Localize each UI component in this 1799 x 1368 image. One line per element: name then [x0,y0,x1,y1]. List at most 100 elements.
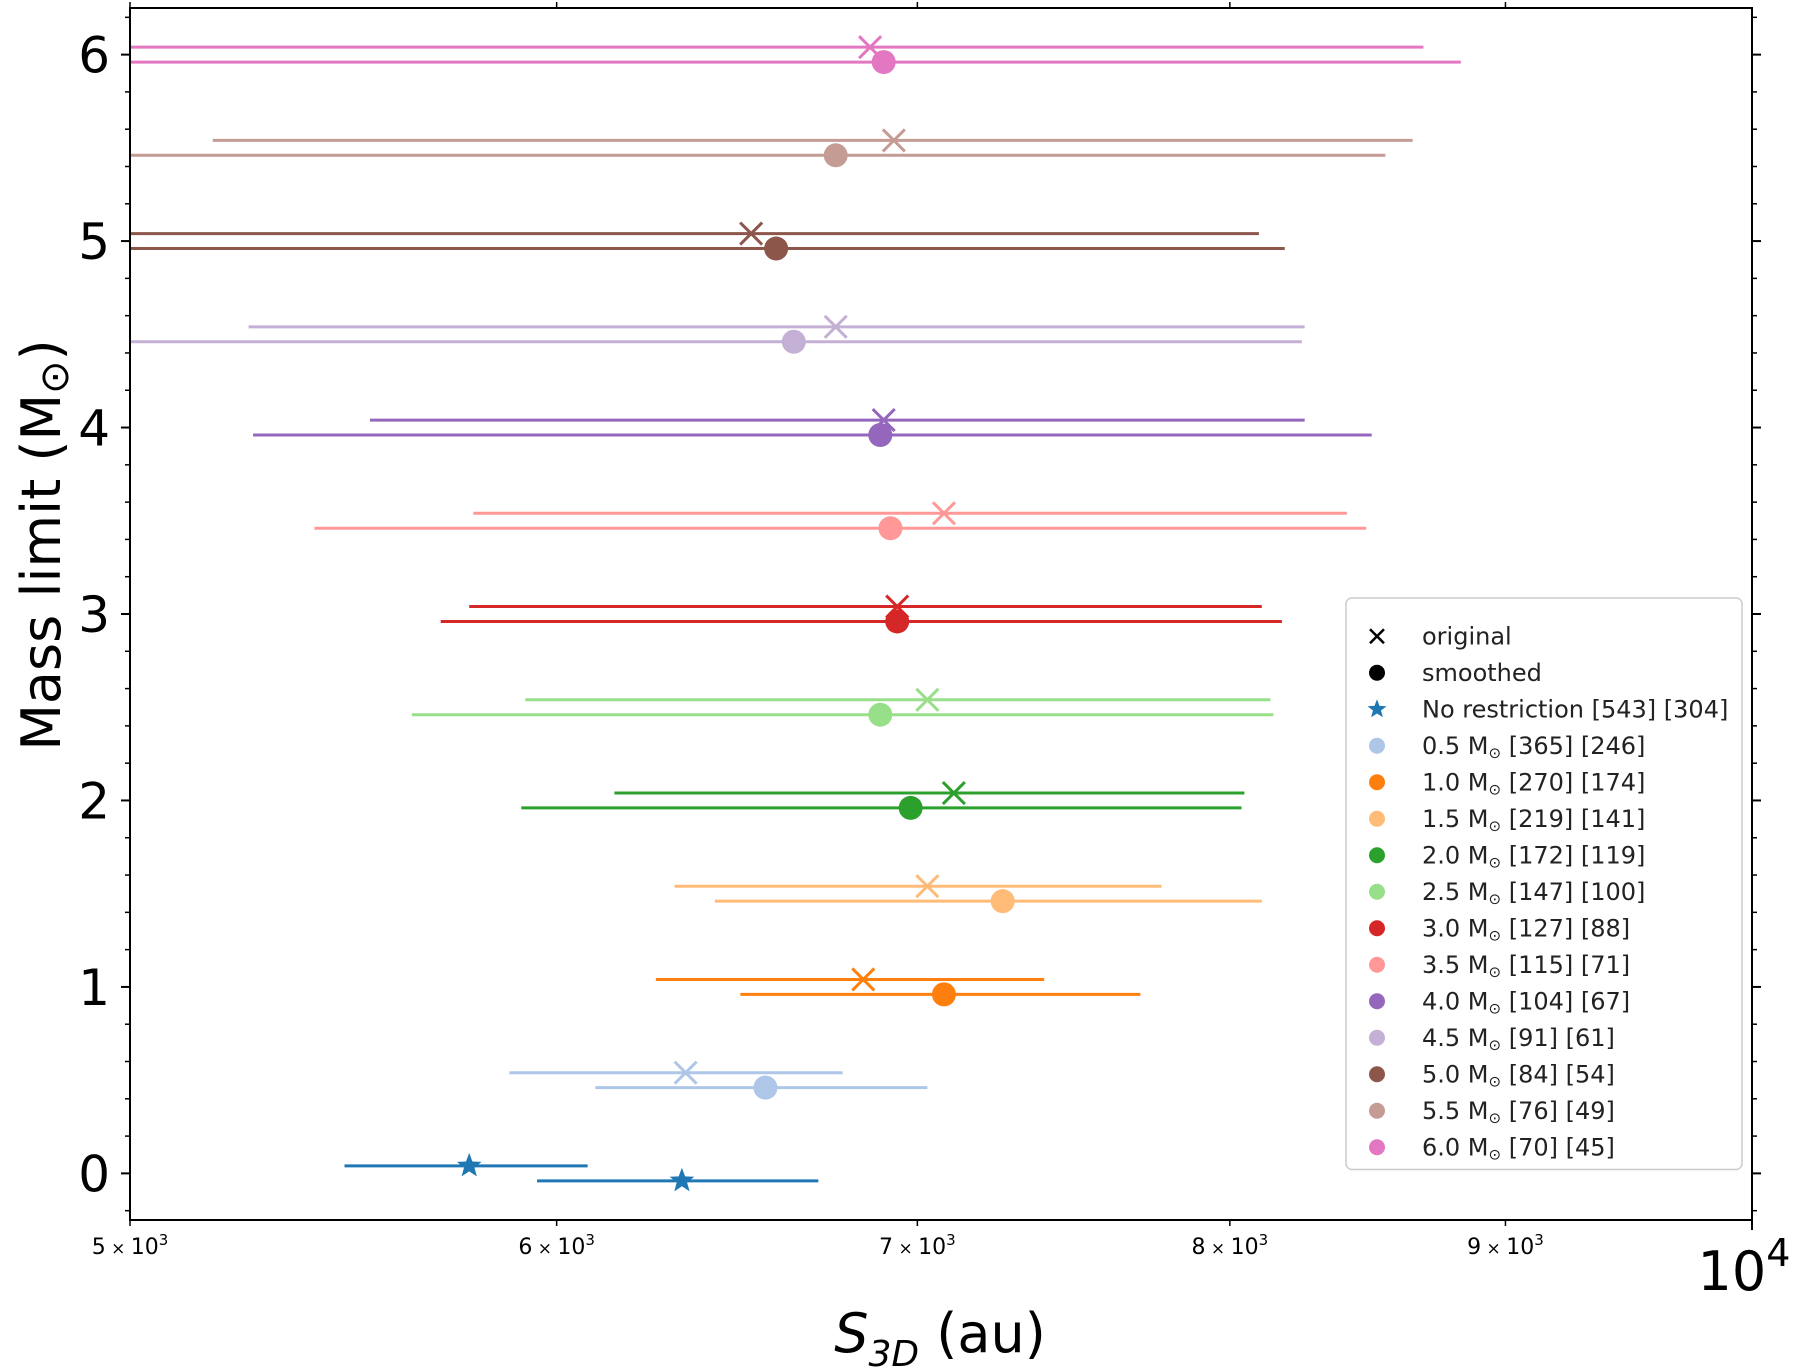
dot-marker-smoothed [868,422,893,447]
series-1 [509,1060,928,1100]
legend-label: 4.5 M⊙ [91] [61] [1422,1024,1615,1054]
y-axis-label: Mass limit (M⊙) [10,339,78,750]
legend-label: 4.0 M⊙ [104] [67] [1422,987,1630,1017]
series-4 [521,780,1245,820]
dot-marker-smoothed [871,50,896,75]
legend-dot-marker [1369,737,1385,754]
y-tick-label: 5 [78,213,110,271]
series-10 [130,221,1285,261]
y-tick-label: 1 [78,959,110,1017]
legend-dot-marker [1369,956,1385,973]
legend-entry-2.0: 2.0 M⊙ [172] [119] [1369,841,1645,871]
series-6 [440,594,1282,634]
x-major-tick-label: 104 [1698,1231,1791,1303]
legend-label: smoothed [1422,659,1542,687]
legend-label: 5.0 M⊙ [84] [54] [1422,1060,1615,1090]
x-marker-original [851,967,876,992]
y-tick-label: 4 [78,400,110,458]
x-tick-label: 8 × 103 [1192,1231,1269,1260]
legend-entry-1.5: 1.5 M⊙ [219] [141] [1369,805,1645,835]
legend-label: 1.5 M⊙ [219] [141] [1422,805,1645,835]
dot-marker-smoothed [990,889,1015,914]
y-tick-label: 0 [78,1145,110,1203]
x-marker-original [739,221,764,246]
legend-label: 3.5 M⊙ [115] [71] [1422,951,1630,981]
legend-entry-4.0: 4.0 M⊙ [104] [67] [1369,987,1630,1017]
legend-entry-2.5: 2.5 M⊙ [147] [100] [1369,878,1645,908]
series-7 [314,501,1367,541]
legend-dot-marker [1369,920,1385,937]
dot-marker-smoothed [898,795,923,820]
x-marker-original [915,874,940,899]
legend-dot-marker [1369,883,1385,900]
legend-dot-marker [1369,1139,1385,1156]
legend-dot-marker [1369,847,1385,864]
dot-marker-smoothed [931,982,956,1007]
series-11 [130,128,1413,168]
x-tick-label: 9 × 103 [1467,1231,1544,1260]
x-marker-original [941,780,966,806]
legend-label: 5.5 M⊙ [76] [49] [1422,1097,1615,1127]
series-8 [253,408,1372,447]
series-12 [130,35,1461,75]
x-marker-original [673,1060,698,1085]
legend-entry-4.5: 4.5 M⊙ [91] [61] [1369,1024,1615,1054]
legend-entry-1.0: 1.0 M⊙ [270] [174] [1369,768,1645,798]
series-layer [130,35,1461,1192]
legend-dot-marker [1369,664,1385,681]
legend-entry-0.5: 0.5 M⊙ [365] [246] [1369,732,1645,762]
series-2 [655,967,1141,1007]
x-tick-label: 7 × 103 [879,1231,956,1260]
x-marker-original [823,314,848,339]
dot-marker-smoothed [868,702,893,727]
legend-dot-marker [1369,1029,1385,1046]
dot-marker-smoothed [764,236,789,261]
legend-label: 0.5 M⊙ [365] [246] [1422,732,1645,762]
x-marker-original [881,128,906,153]
legend-dot-marker [1369,1102,1385,1119]
legend-label: 1.0 M⊙ [270] [174] [1422,768,1645,798]
legend-entry-3.0: 3.0 M⊙ [127] [88] [1369,914,1630,944]
legend-entry-6.0: 6.0 M⊙ [70] [45] [1369,1133,1615,1163]
y-tick-label: 2 [78,772,110,830]
star-marker-smoothed [669,1167,695,1192]
legend-label: original [1422,622,1512,650]
legend-label: 3.0 M⊙ [127] [88] [1422,914,1630,944]
series-3 [674,874,1262,914]
legend-entry-5.0: 5.0 M⊙ [84] [54] [1369,1060,1615,1090]
legend-label: 6.0 M⊙ [70] [45] [1422,1133,1615,1163]
legend: original smoothed No restriction [543] [30… [1345,597,1743,1171]
legend-box [1345,597,1743,1171]
series-0 [344,1152,819,1192]
x-tick-label: 6 × 103 [518,1231,595,1260]
legend-dot-marker [1369,774,1385,791]
legend-entry-No restriction: No restriction [543] [304] [1367,695,1728,723]
dot-marker-smoothed [885,609,910,634]
dot-marker-smoothed [753,1075,778,1100]
x-marker-original [931,501,957,526]
y-tick-label: 3 [78,586,110,644]
legend-label: No restriction [543] [304] [1422,695,1728,723]
legend-dot-marker [1369,993,1385,1010]
dot-marker-smoothed [878,516,903,541]
legend-label: 2.0 M⊙ [172] [119] [1422,841,1645,871]
star-marker-original [456,1152,482,1177]
legend-entry-original: original [1369,622,1512,650]
ticks-layer: 0 1 2 3 4 5 6 5 × 103 6 × 103 7 × 103 8 × 103 9 × 1… [78,2,1790,1303]
legend-entry-5.5: 5.5 M⊙ [76] [49] [1369,1097,1615,1127]
legend-x-marker [1369,628,1385,645]
x-marker-original [915,687,940,712]
legend-star-marker [1367,699,1387,718]
x-axis-label: S3D (au) [834,1302,1046,1368]
y-tick-label: 6 [78,27,110,85]
legend-dot-marker [1369,1066,1385,1083]
series-9 [130,314,1305,354]
dot-marker-smoothed [781,329,806,354]
legend-label: 2.5 M⊙ [147] [100] [1422,878,1645,908]
legend-entry-3.5: 3.5 M⊙ [115] [71] [1369,951,1630,981]
series-5 [411,687,1274,727]
dot-marker-smoothed [823,143,848,168]
legend-dot-marker [1369,810,1385,827]
x-tick-label: 5 × 103 [92,1231,169,1260]
